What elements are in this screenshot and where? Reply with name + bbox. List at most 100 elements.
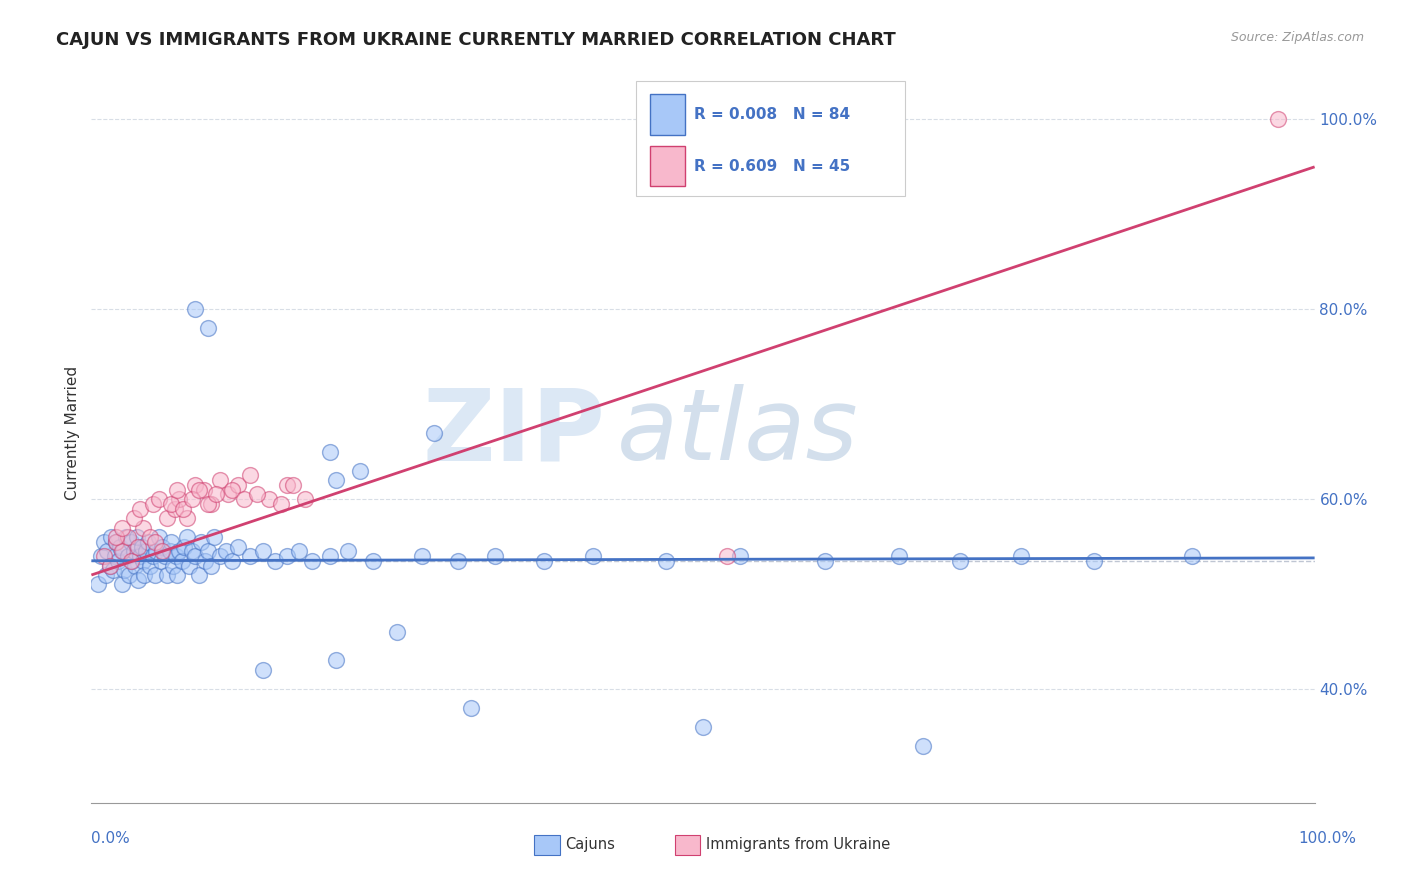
Point bbox=[202, 530, 225, 544]
Point bbox=[112, 544, 135, 558]
Point bbox=[460, 701, 482, 715]
Point bbox=[193, 483, 215, 497]
Text: R = 0.008   N = 84: R = 0.008 N = 84 bbox=[695, 107, 851, 122]
Point bbox=[104, 530, 127, 544]
Point bbox=[288, 544, 311, 558]
Point bbox=[94, 568, 117, 582]
Point bbox=[139, 558, 162, 573]
Point bbox=[169, 491, 191, 506]
Point bbox=[447, 554, 470, 568]
Point bbox=[160, 534, 183, 549]
Point bbox=[319, 549, 342, 563]
Point bbox=[143, 534, 166, 549]
Point bbox=[90, 549, 112, 563]
Point bbox=[208, 549, 231, 563]
Point bbox=[200, 558, 222, 573]
Point bbox=[226, 540, 249, 554]
Point bbox=[349, 464, 371, 478]
Point bbox=[131, 540, 153, 554]
Point bbox=[173, 540, 195, 554]
FancyBboxPatch shape bbox=[651, 94, 685, 135]
Point bbox=[180, 544, 202, 558]
Point bbox=[814, 554, 837, 568]
Point bbox=[104, 549, 127, 563]
Point bbox=[93, 549, 115, 563]
FancyBboxPatch shape bbox=[651, 145, 685, 186]
Point bbox=[143, 568, 166, 582]
Point bbox=[1010, 549, 1032, 563]
Point bbox=[129, 501, 152, 516]
Point bbox=[150, 554, 173, 568]
Point bbox=[245, 487, 267, 501]
Point bbox=[107, 554, 129, 568]
Point bbox=[239, 468, 262, 483]
Point bbox=[111, 577, 134, 591]
Text: 0.0%: 0.0% bbox=[91, 831, 131, 846]
Point bbox=[127, 540, 149, 554]
Point bbox=[217, 487, 239, 501]
Point bbox=[141, 497, 163, 511]
Point bbox=[252, 544, 274, 558]
Text: Source: ZipAtlas.com: Source: ZipAtlas.com bbox=[1230, 31, 1364, 45]
Y-axis label: Currently Married: Currently Married bbox=[65, 366, 80, 500]
Point bbox=[163, 501, 186, 516]
Point bbox=[283, 478, 305, 492]
Point bbox=[184, 302, 207, 317]
Point bbox=[136, 534, 159, 549]
Point bbox=[1083, 554, 1105, 568]
Text: R = 0.609   N = 45: R = 0.609 N = 45 bbox=[695, 159, 851, 174]
Point bbox=[385, 624, 409, 639]
Point bbox=[190, 534, 212, 549]
Point bbox=[122, 544, 145, 558]
Point bbox=[111, 544, 134, 558]
Point bbox=[96, 544, 118, 558]
Point bbox=[270, 497, 292, 511]
Point bbox=[361, 554, 384, 568]
Point bbox=[533, 554, 555, 568]
Point bbox=[148, 530, 170, 544]
Point bbox=[117, 530, 139, 544]
Point bbox=[103, 563, 125, 577]
Point bbox=[145, 544, 167, 558]
Point bbox=[160, 497, 183, 511]
Point bbox=[117, 549, 139, 563]
Point bbox=[180, 491, 202, 506]
Point bbox=[139, 530, 162, 544]
Text: 100.0%: 100.0% bbox=[1299, 831, 1357, 846]
Point bbox=[319, 444, 342, 458]
Point bbox=[166, 483, 188, 497]
Point bbox=[1181, 549, 1204, 563]
Point bbox=[411, 549, 433, 563]
Point bbox=[184, 549, 207, 563]
Point bbox=[215, 544, 238, 558]
Point bbox=[124, 558, 146, 573]
Point bbox=[111, 520, 134, 534]
Point bbox=[179, 558, 201, 573]
Point bbox=[276, 549, 298, 563]
Point bbox=[166, 568, 188, 582]
Point bbox=[221, 483, 243, 497]
Point bbox=[301, 554, 323, 568]
Point bbox=[887, 549, 910, 563]
Point bbox=[104, 534, 127, 549]
Point bbox=[100, 530, 122, 544]
Point bbox=[188, 483, 211, 497]
Point bbox=[132, 520, 155, 534]
Point bbox=[655, 554, 678, 568]
Point bbox=[162, 558, 184, 573]
Point bbox=[148, 491, 170, 506]
FancyBboxPatch shape bbox=[636, 81, 905, 195]
Text: ZIP: ZIP bbox=[422, 384, 605, 481]
Point bbox=[294, 491, 316, 506]
Point bbox=[582, 549, 605, 563]
Point bbox=[276, 478, 298, 492]
Point bbox=[98, 558, 121, 573]
Point bbox=[125, 530, 148, 544]
Point bbox=[239, 549, 262, 563]
Text: CAJUN VS IMMIGRANTS FROM UKRAINE CURRENTLY MARRIED CORRELATION CHART: CAJUN VS IMMIGRANTS FROM UKRAINE CURRENT… bbox=[56, 31, 896, 49]
Point bbox=[121, 554, 143, 568]
Point bbox=[184, 478, 207, 492]
Point bbox=[122, 511, 145, 525]
Point bbox=[135, 544, 157, 558]
Point bbox=[127, 573, 149, 587]
